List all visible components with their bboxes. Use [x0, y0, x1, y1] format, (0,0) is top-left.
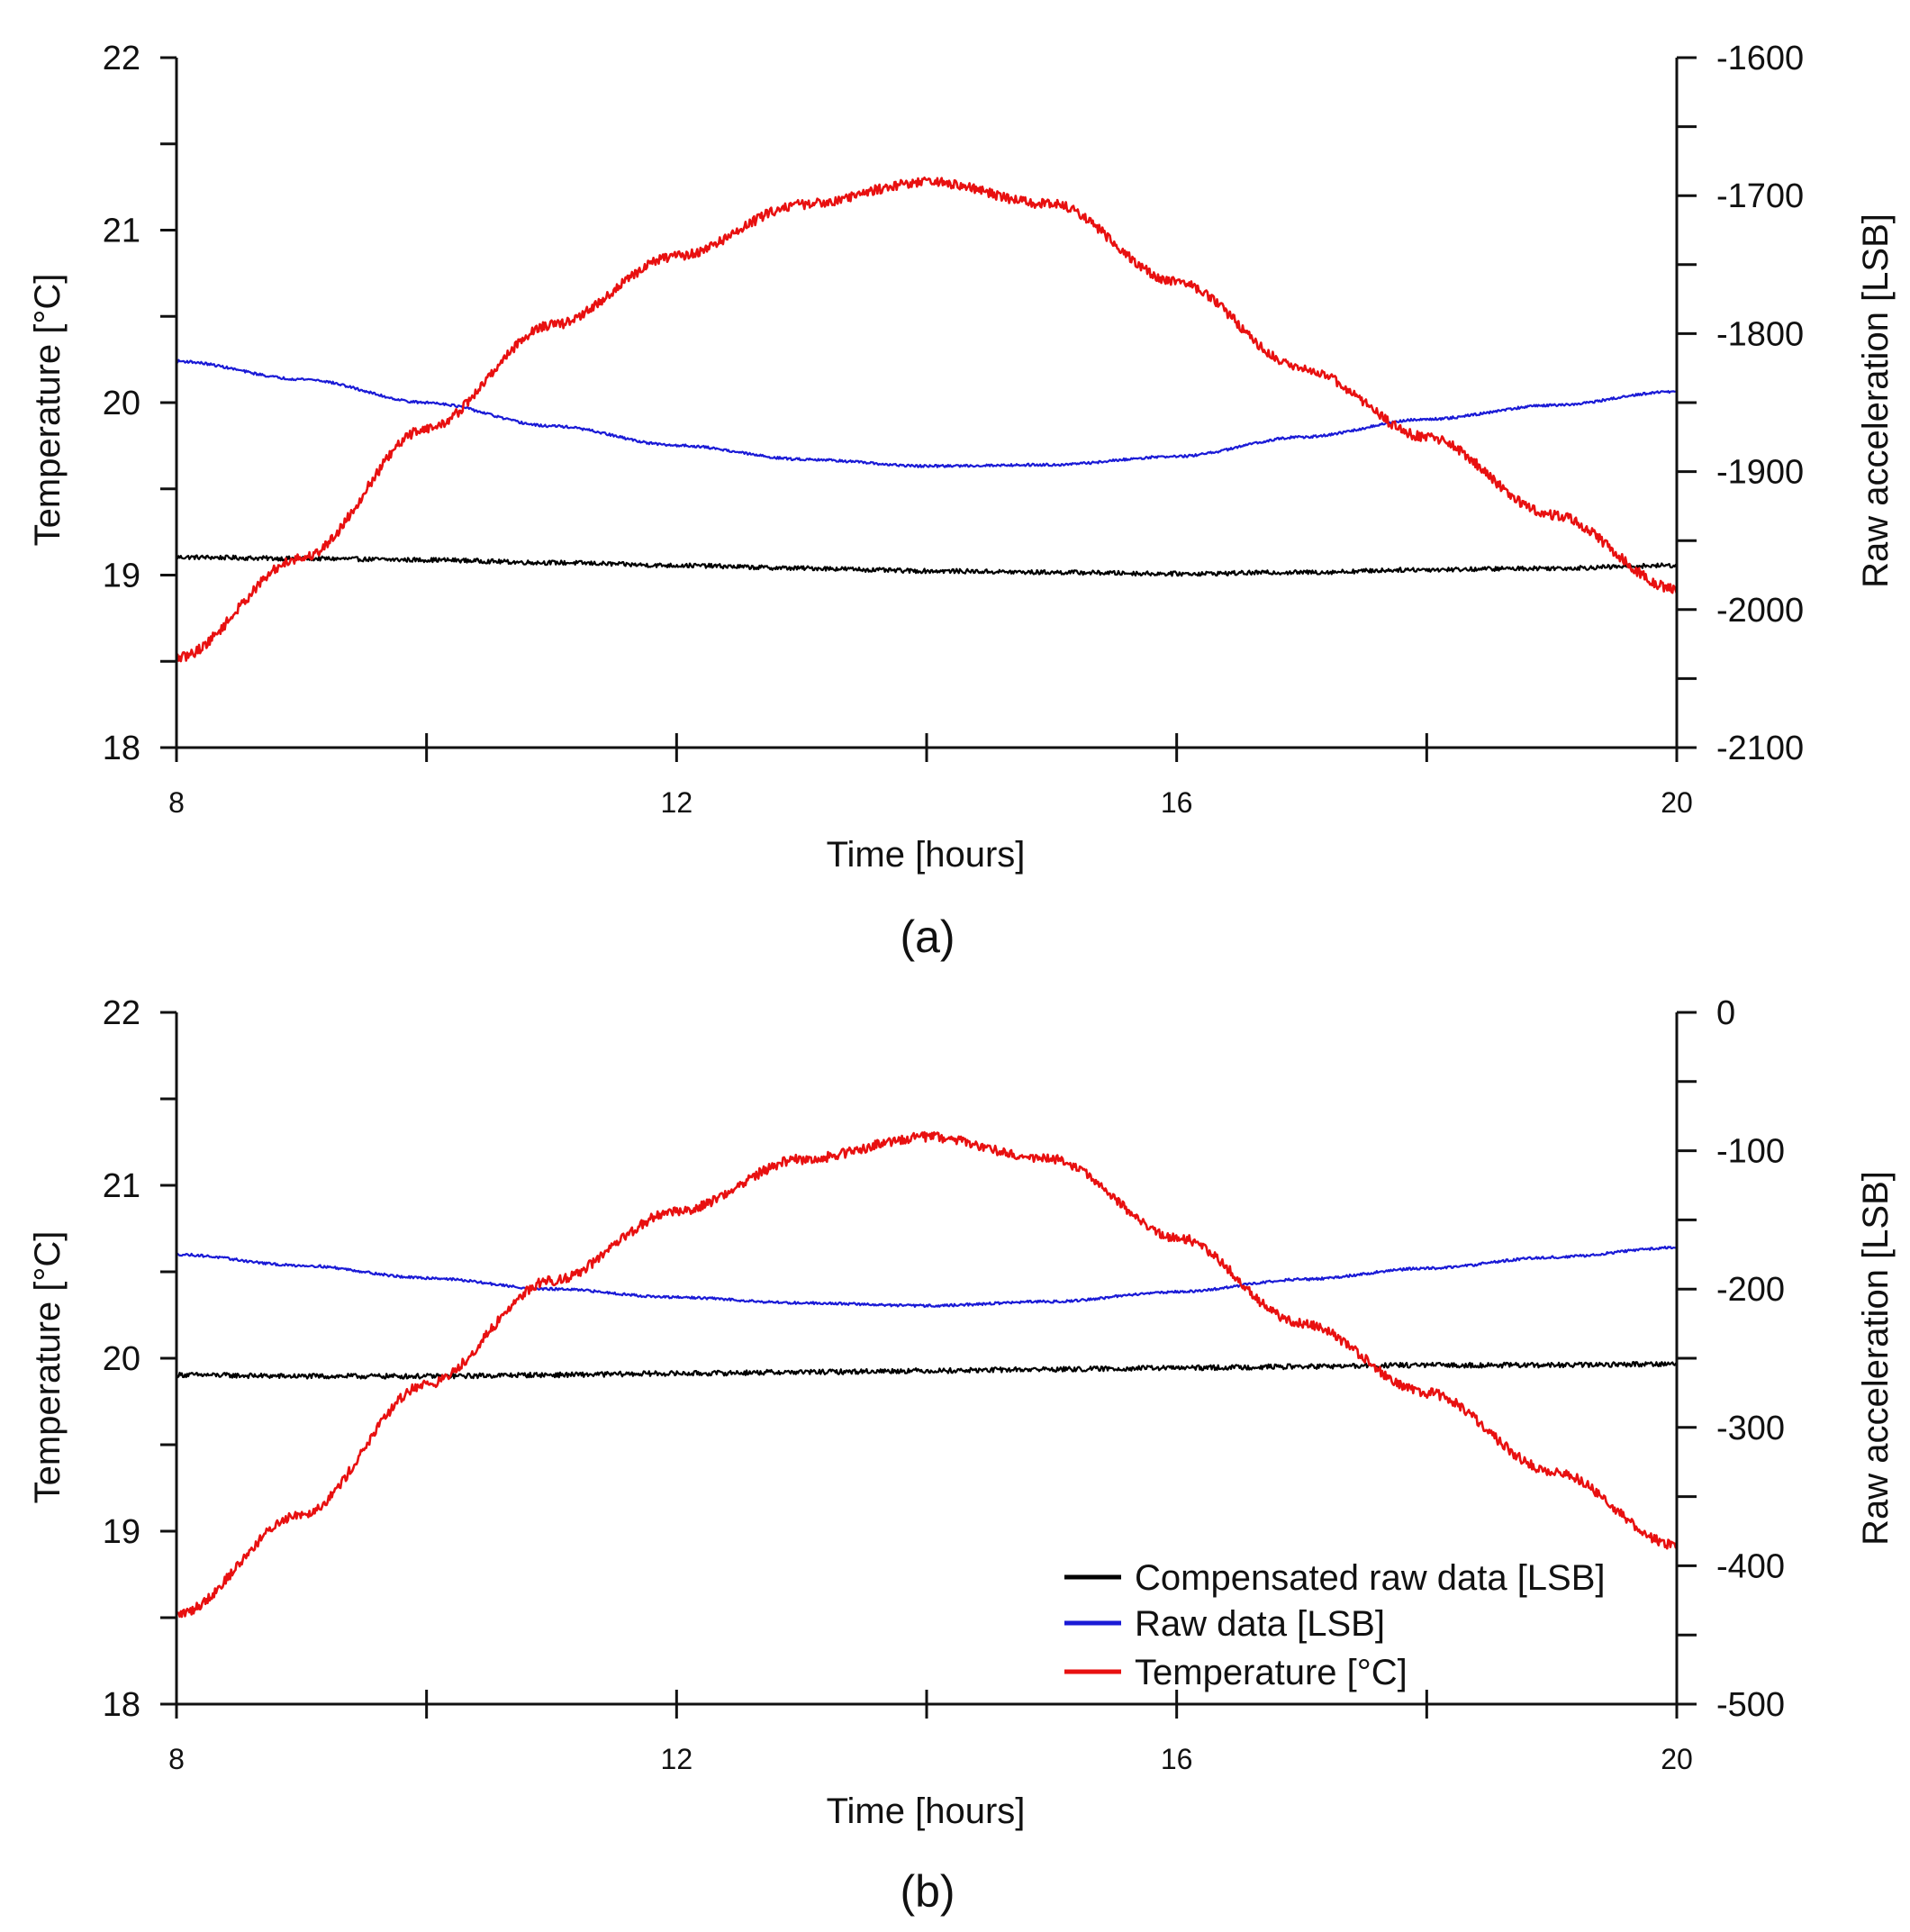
x-tick-label: 12 [661, 1743, 693, 1775]
x-tick-label: 20 [1661, 786, 1693, 819]
y2-tick-label: -300 [1716, 1410, 1785, 1447]
legend: Compensated raw data [LSB] Raw data [LSB… [1064, 1558, 1606, 1692]
y2-tick-label: -1800 [1716, 315, 1804, 353]
series-line-compensated-raw-data-lsb [175, 1361, 1678, 1380]
legend-label-temperature: Temperature [°C] [1135, 1653, 1408, 1692]
y2-axis-label: Raw acceleration [LSB] [1856, 213, 1896, 588]
legend-label-raw: Raw data [LSB] [1135, 1604, 1385, 1644]
series-line-temperature-c [175, 1130, 1679, 1619]
y2-tick-label: -500 [1716, 1686, 1785, 1724]
y-tick-label: 21 [103, 1167, 140, 1205]
x-tick-label: 8 [168, 1743, 185, 1775]
chart-panel-b: 8 12 16 20 18 19 20 21 22 -500 -400 -300 -200 -100 0 T… [28, 994, 1896, 1917]
axes [160, 1011, 1697, 1719]
plot-lines [176, 177, 1679, 663]
x-tick-label: 20 [1661, 1743, 1693, 1775]
y2-tick-label: -1900 [1716, 454, 1804, 492]
y2-tick-label: -2000 [1716, 592, 1804, 630]
plot-lines [175, 1130, 1679, 1619]
series-line-raw-data-lsb [176, 1245, 1678, 1309]
y-tick-label: 22 [103, 994, 140, 1032]
y-tick-label: 18 [103, 1686, 140, 1724]
y-axis-label: Temperature [°C] [28, 1231, 68, 1504]
y-tick-label: 20 [103, 1340, 140, 1378]
y-tick-label: 18 [103, 730, 140, 767]
legend-label-compensated: Compensated raw data [LSB] [1135, 1558, 1606, 1598]
tick-labels: 8 12 16 20 18 19 20 21 22 -500 -400 -300 -200 -100 0 [103, 994, 1785, 1775]
y2-tick-label: 0 [1716, 994, 1735, 1032]
y-tick-label: 20 [103, 385, 140, 422]
tick-labels: 8 12 16 20 18 19 20 21 22 -2100 -2000 -1900 -1800 -17… [103, 40, 1804, 819]
y-tick-label: 22 [103, 40, 140, 77]
y-tick-label: 19 [103, 1513, 140, 1551]
chart-panel-a: 8 12 16 20 18 19 20 21 22 -2100 -2000 -1900 -1800 -17… [28, 40, 1896, 962]
x-axis-label: Time [hours] [827, 1791, 1026, 1831]
panel-label: (a) [900, 912, 955, 962]
series-line-compensated-raw-data-lsb [176, 554, 1678, 577]
series-line-raw-data-lsb [176, 358, 1678, 468]
x-tick-label: 16 [1161, 786, 1193, 819]
x-tick-label: 12 [661, 786, 693, 819]
x-tick-label: 8 [168, 786, 185, 819]
panel-label: (b) [900, 1866, 955, 1917]
y-tick-label: 21 [103, 213, 140, 250]
y2-tick-label: -400 [1716, 1547, 1785, 1585]
y2-tick-label: -1700 [1716, 177, 1804, 215]
x-axis-label: Time [hours] [827, 835, 1026, 875]
y2-tick-label: -2100 [1716, 730, 1804, 767]
axes [160, 56, 1697, 762]
y2-tick-label: -1600 [1716, 40, 1804, 77]
series-line-temperature-c [176, 177, 1679, 663]
y-tick-label: 19 [103, 558, 140, 595]
y2-tick-label: -100 [1716, 1133, 1785, 1171]
y-axis-label: Temperature [°C] [28, 274, 68, 547]
x-tick-label: 16 [1161, 1743, 1193, 1775]
y2-tick-label: -200 [1716, 1271, 1785, 1309]
y2-axis-label: Raw acceleration [LSB] [1856, 1171, 1896, 1546]
